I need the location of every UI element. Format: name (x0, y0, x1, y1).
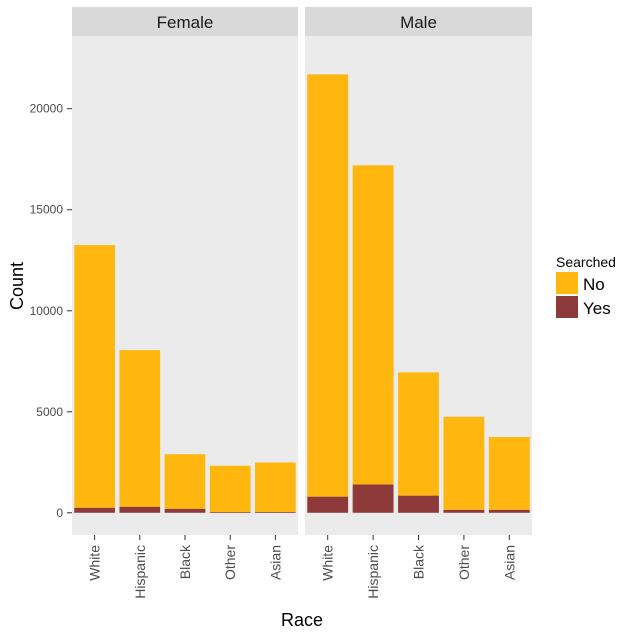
bar-male-black-yes (398, 495, 439, 513)
y-tick-label: 10000 (30, 304, 64, 318)
legend-key-no (556, 272, 578, 294)
y-axis-title: Count (7, 262, 27, 310)
bar-female-black-yes (164, 508, 206, 513)
x-tick-label: Hispanic (365, 545, 381, 599)
strip-male (305, 7, 532, 36)
bar-male-white-no (307, 74, 349, 497)
y-tick-label: 15000 (30, 203, 64, 217)
bar-female-white-no (74, 245, 115, 508)
legend-title: Searched (556, 254, 616, 270)
strip-female (72, 7, 298, 36)
bar-male-other-no (443, 416, 485, 510)
bar-female-hispanic-no (119, 350, 161, 507)
bar-female-white-yes (74, 507, 115, 513)
bar-male-white-yes (307, 496, 349, 513)
strip-label: Male (400, 13, 437, 32)
bar-male-hispanic-no (352, 165, 394, 485)
x-tick-label: Other (222, 545, 238, 580)
bar-female-hispanic-yes (119, 506, 161, 513)
bar-female-black-no (164, 454, 206, 509)
legend-label-yes: Yes (583, 299, 611, 318)
legend-key-yes (556, 296, 578, 318)
x-tick-label: Asian (501, 545, 517, 580)
bar-male-asian-no (488, 437, 530, 510)
x-tick-label: White (87, 545, 103, 581)
y-tick-label: 20000 (30, 102, 64, 116)
bar-female-asian-yes (255, 511, 296, 513)
bar-male-asian-yes (488, 509, 530, 513)
x-tick-label: Black (177, 544, 193, 579)
x-tick-label: Black (411, 544, 427, 579)
y-tick-label: 0 (56, 506, 63, 520)
bar-female-other-yes (209, 512, 251, 513)
bar-female-other-no (209, 465, 251, 513)
strip-label: Female (157, 13, 214, 32)
x-tick-label: White (320, 545, 336, 581)
x-tick-label: Hispanic (132, 545, 148, 599)
bar-male-hispanic-yes (352, 484, 394, 513)
bar-female-asian-no (255, 462, 296, 512)
legend-label-no: No (583, 275, 605, 294)
x-tick-label: Asian (267, 545, 283, 580)
x-axis-title: Race (281, 610, 323, 630)
y-tick-label: 5000 (36, 405, 63, 419)
bar-male-black-no (398, 372, 439, 496)
bar-male-other-yes (443, 509, 485, 513)
x-tick-label: Other (456, 545, 472, 580)
